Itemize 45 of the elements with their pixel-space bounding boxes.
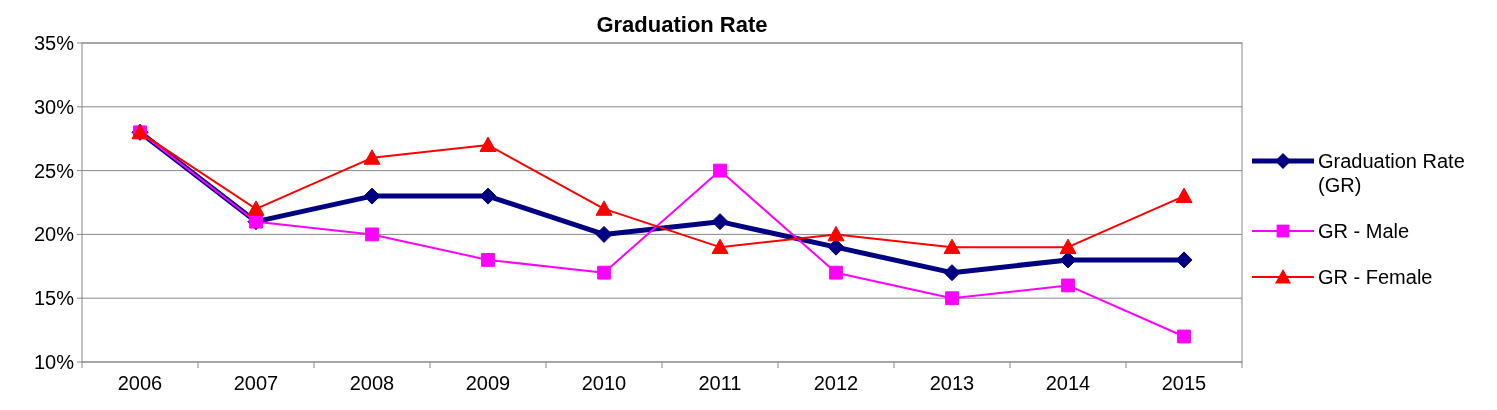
point: [943, 238, 961, 255]
y-tick-label: 35%: [33, 32, 75, 54]
point: [479, 187, 497, 205]
point: [711, 213, 729, 231]
point: [1175, 251, 1193, 269]
point: [827, 238, 845, 256]
point: [597, 265, 611, 280]
point: [481, 253, 495, 267]
point: [829, 265, 843, 280]
legend-label: GR - Male: [1318, 220, 1410, 242]
point: [247, 200, 265, 216]
point: [1059, 238, 1077, 255]
y-tick-label: 15%: [33, 287, 75, 310]
point: [1059, 251, 1077, 269]
point: [827, 225, 845, 242]
point: [943, 264, 961, 282]
point: [1175, 187, 1193, 204]
y-tick-label: 30%: [33, 95, 75, 118]
chart-title: Graduation Rate: [596, 12, 768, 37]
point: [363, 149, 381, 165]
x-tick-label: 2011: [698, 372, 742, 394]
legend-label: GR - Female: [1318, 266, 1433, 288]
x-tick-label: 2010: [581, 372, 627, 394]
x-tick-label: 2014: [1045, 372, 1091, 394]
point: [1177, 329, 1191, 344]
point: [713, 163, 727, 178]
legend-label: Graduation Rate (GR): [1318, 150, 1465, 196]
point: [711, 238, 729, 255]
point: [595, 200, 613, 216]
x-tick-label: 2012: [813, 372, 859, 394]
x-tick-label: 2009: [465, 372, 511, 394]
point: [1061, 278, 1075, 293]
y-tick-label: 10%: [33, 351, 75, 373]
x-tick-label: 2013: [929, 372, 975, 394]
x-tick-label: 2006: [117, 372, 163, 394]
point: [595, 225, 613, 243]
x-tick-label: 2015: [1161, 372, 1207, 394]
point: [945, 291, 959, 306]
point: [479, 136, 497, 152]
x-tick-label: 2008: [349, 372, 395, 394]
y-tick-label: 20%: [33, 223, 75, 246]
x-tick-label: 2007: [233, 372, 279, 394]
point: [365, 227, 379, 242]
point: [363, 187, 381, 205]
y-tick-label: 25%: [33, 159, 75, 182]
